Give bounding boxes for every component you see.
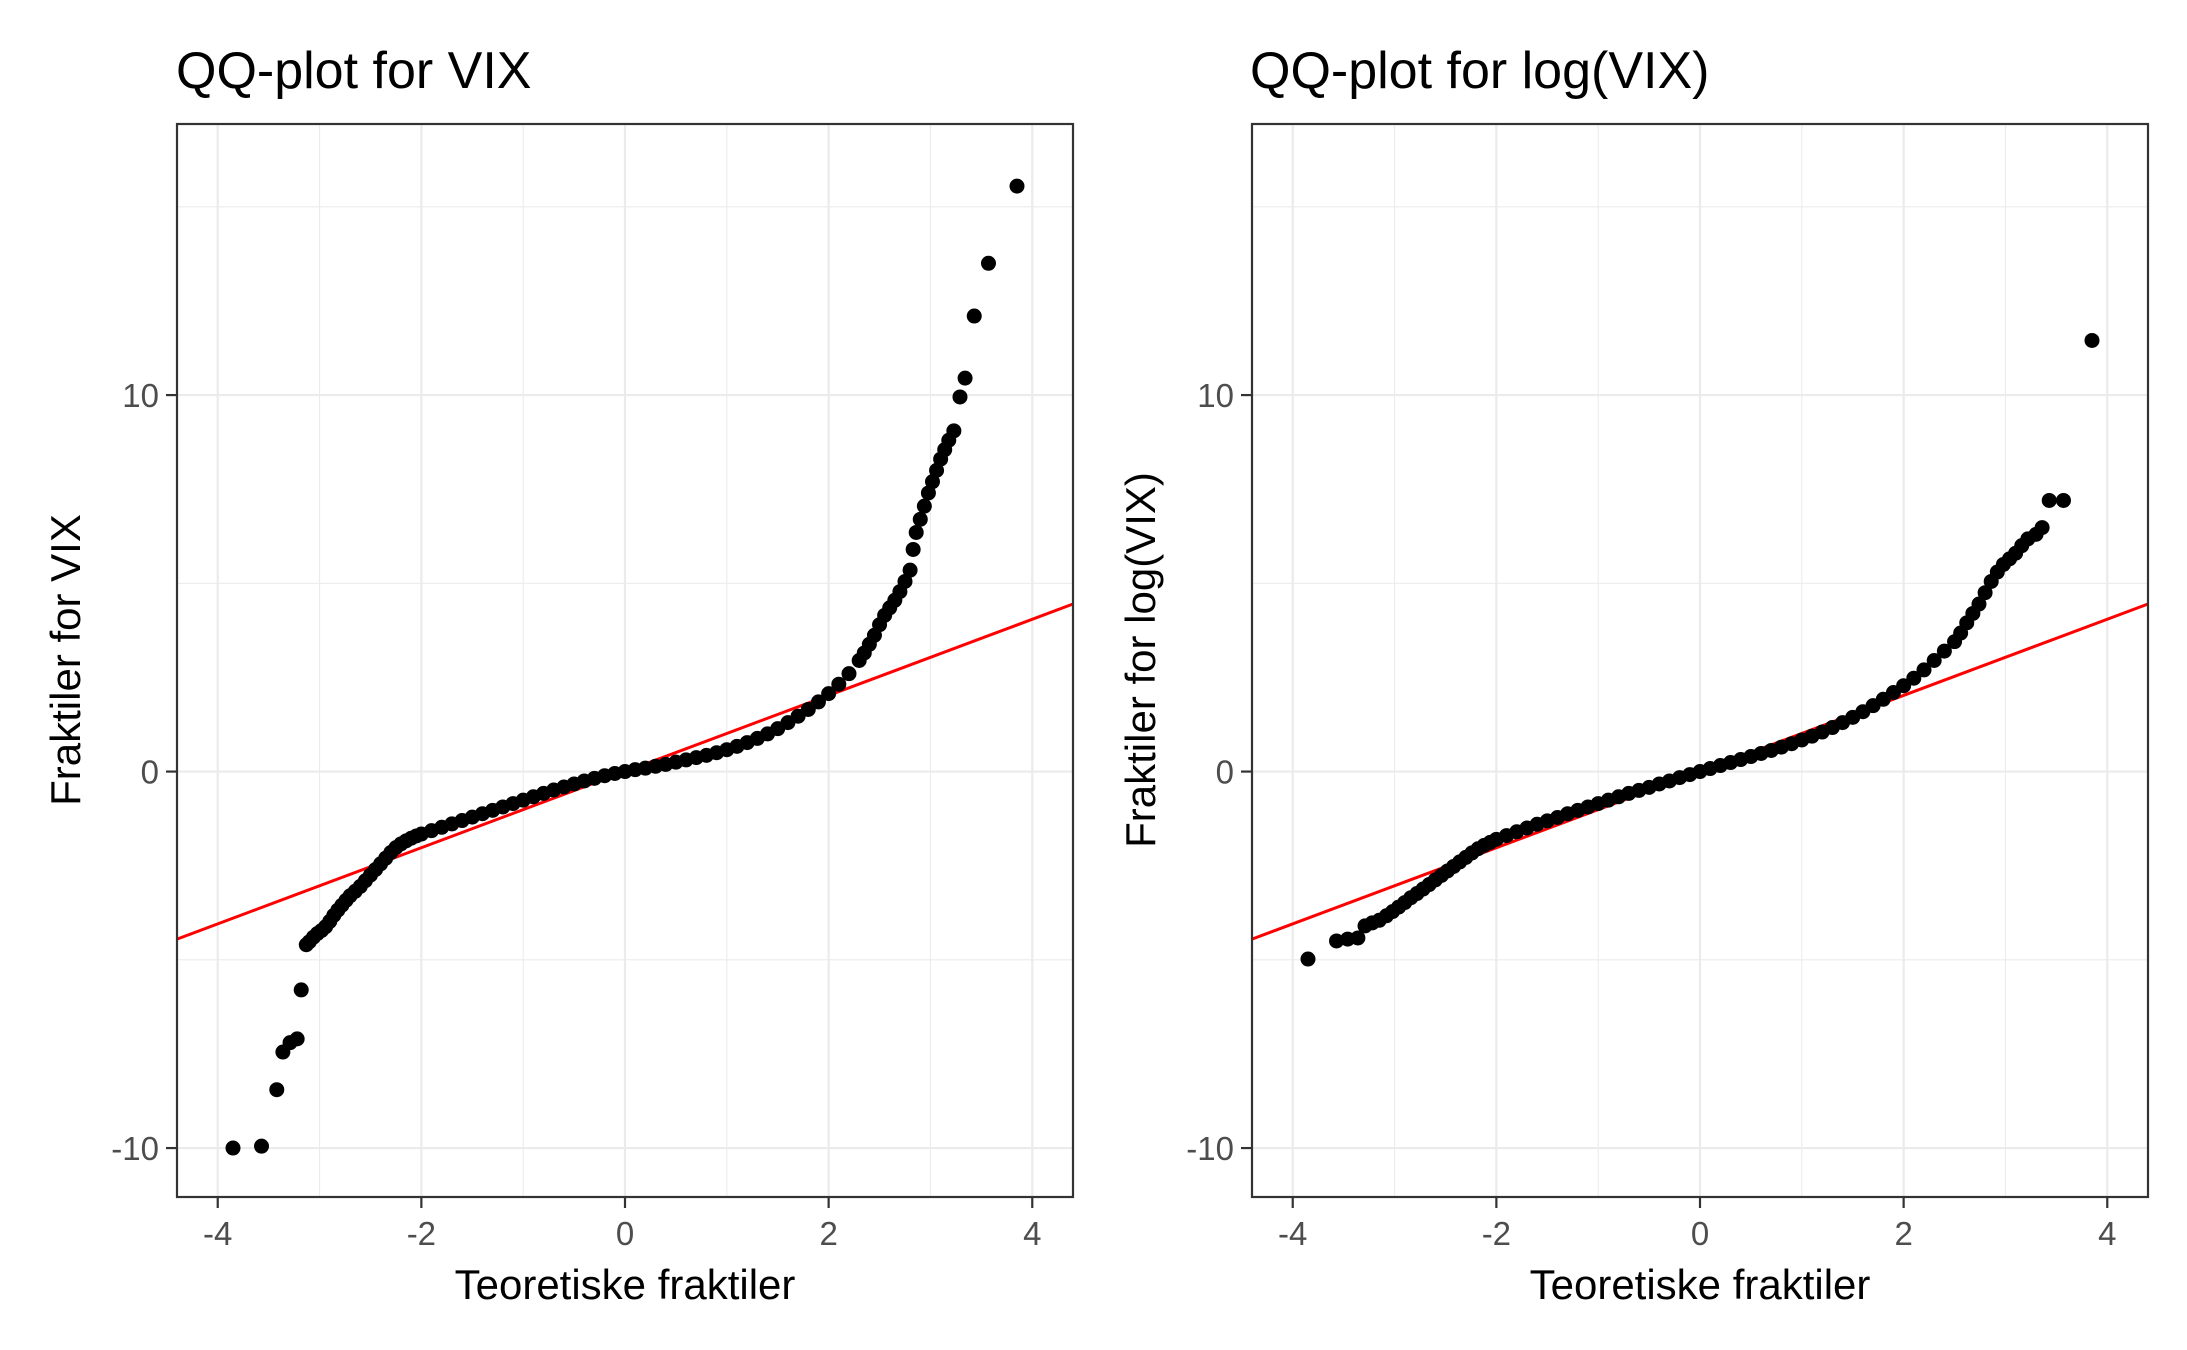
data-point — [946, 423, 962, 439]
data-point — [831, 676, 847, 692]
x-tick-label: -4 — [1278, 1215, 1307, 1252]
data-point — [1936, 643, 1952, 659]
data-point — [2055, 492, 2071, 508]
data-point — [2041, 492, 2057, 508]
x-tick-label: 4 — [1023, 1215, 1041, 1252]
y-tick-label: 10 — [122, 377, 159, 414]
data-point — [1350, 930, 1366, 946]
data-point — [920, 485, 936, 501]
x-tick-label: -2 — [1482, 1215, 1511, 1252]
data-point — [1009, 178, 1025, 194]
data-point — [897, 573, 913, 589]
data-point — [905, 541, 921, 557]
data-point — [2084, 332, 2100, 348]
x-axis-title: Teoretiske fraktiler — [1530, 1261, 1871, 1308]
data-point — [254, 1138, 270, 1154]
data-point — [289, 1031, 305, 1047]
panel-log-vix: QQ-plot for log(VIX) -4 -2 0 2 4 -10 0 10 Teor… — [1117, 42, 2150, 1308]
data-points-layer — [1300, 332, 2100, 967]
data-point — [957, 370, 973, 386]
panel-vix: QQ-plot for VIX -4 -2 0 2 4 -10 0 10 Teoretisk… — [42, 42, 1075, 1308]
data-point — [1926, 653, 1942, 668]
x-axis: -4 -2 0 2 4 — [203, 1197, 1041, 1252]
y-axis: -10 0 10 — [111, 377, 177, 1167]
data-point — [929, 462, 945, 478]
data-point — [1977, 585, 1993, 601]
x-axis: -4 -2 0 2 4 — [1278, 1197, 2116, 1252]
data-point — [1971, 596, 1987, 612]
data-point — [821, 686, 837, 702]
y-tick-label: 10 — [1197, 377, 1234, 414]
x-axis-title: Teoretiske fraktiler — [455, 1261, 796, 1308]
y-axis-title: Fraktiler for VIX — [42, 514, 89, 806]
data-point — [1300, 951, 1316, 967]
data-point — [952, 389, 968, 405]
chart-title: QQ-plot for VIX — [176, 42, 531, 100]
y-tick-label: 0 — [1216, 754, 1234, 791]
data-point — [1916, 662, 1932, 678]
data-point — [912, 511, 928, 527]
data-point — [225, 1140, 241, 1156]
y-tick-label: -10 — [111, 1130, 159, 1167]
y-axis-title: Fraktiler for log(VIX) — [1117, 472, 1164, 848]
x-tick-label: -2 — [407, 1215, 436, 1252]
data-point — [841, 666, 857, 682]
data-point — [908, 524, 924, 540]
y-tick-label: -10 — [1186, 1130, 1234, 1167]
x-tick-label: 2 — [1894, 1215, 1912, 1252]
data-point — [980, 255, 996, 271]
y-tick-label: 0 — [141, 754, 159, 791]
x-tick-label: 4 — [2098, 1215, 2116, 1252]
data-point — [269, 1082, 285, 1098]
x-tick-label: 0 — [616, 1215, 634, 1252]
x-tick-label: 2 — [819, 1215, 837, 1252]
data-point — [924, 474, 940, 490]
x-tick-label: -4 — [203, 1215, 232, 1252]
data-point — [916, 498, 932, 514]
data-points-layer — [225, 178, 1025, 1156]
grid — [177, 124, 1073, 1197]
data-point — [293, 982, 309, 998]
chart-title: QQ-plot for log(VIX) — [1250, 42, 1709, 100]
data-point — [1329, 933, 1345, 949]
data-point — [966, 308, 982, 324]
y-axis: -10 0 10 — [1186, 377, 1252, 1167]
data-point — [902, 562, 918, 578]
x-tick-label: 0 — [1691, 1215, 1709, 1252]
data-point — [2034, 520, 2050, 536]
data-point — [1906, 670, 1922, 686]
data-point — [810, 694, 826, 710]
grid — [1252, 124, 2148, 1197]
